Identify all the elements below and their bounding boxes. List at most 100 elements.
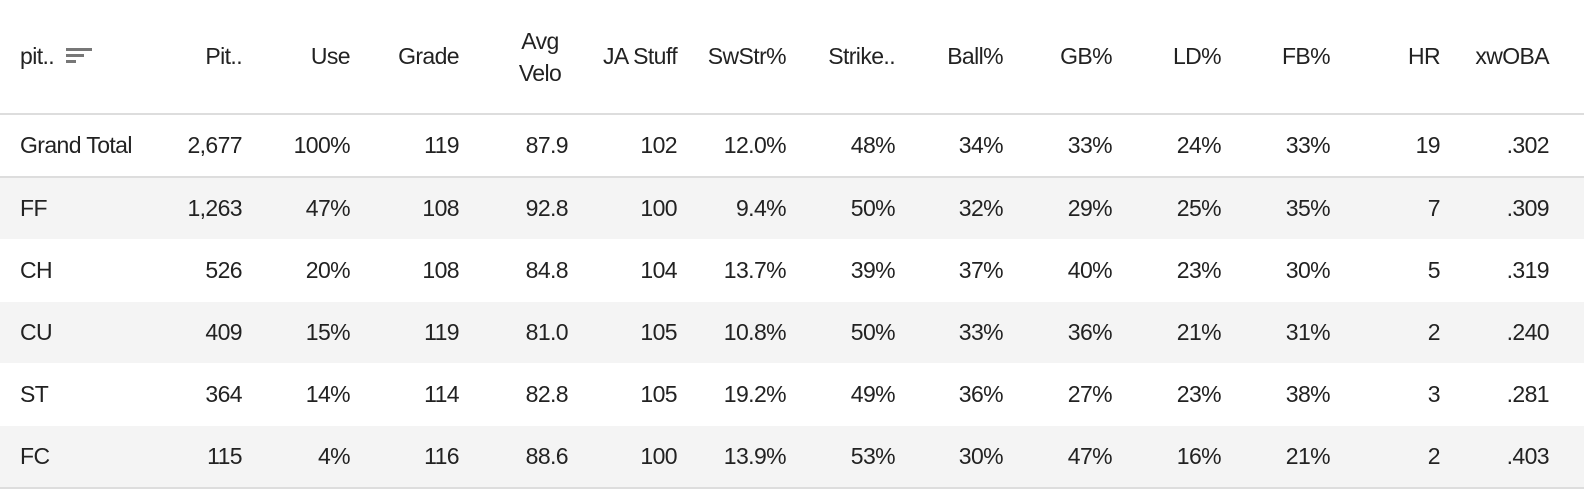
table-cell: 13.7%	[677, 239, 787, 302]
table-cell: 16%	[1112, 425, 1222, 489]
table-cell: 14%	[242, 363, 351, 426]
table-cell: 13.9%	[677, 425, 787, 489]
table-cell: 105	[568, 301, 678, 364]
table-cell: 84.8	[459, 239, 569, 302]
table-cell: 35%	[1221, 177, 1331, 240]
table-row: CU 409 15% 119 81.0 105 10.8% 50% 33% 36% 21% 31% 2.…	[0, 301, 1584, 364]
table-cell: 105	[568, 363, 678, 426]
table-cell: 100%	[242, 114, 351, 178]
header-label: Ball%	[947, 43, 1003, 69]
table-cell: 115	[150, 425, 243, 489]
column-header[interactable]: Use	[242, 0, 351, 115]
table-cell: .302	[1440, 114, 1584, 178]
table-cell: 104	[568, 239, 678, 302]
sort-icon[interactable]	[66, 46, 93, 70]
table-cell: 2	[1330, 425, 1441, 489]
table-cell: 108	[350, 239, 460, 302]
table-cell: 119	[350, 301, 460, 364]
table-cell: 19.2%	[677, 363, 787, 426]
table-cell: 102	[568, 114, 678, 178]
column-header[interactable]: SwStr%	[677, 0, 787, 115]
table-cell: 119	[350, 114, 460, 178]
table-body: Grand Total 2,677 100% 119 87.9 102 12.0% 48% 34…	[0, 114, 1584, 489]
column-header[interactable]: Ball%	[895, 0, 1004, 115]
table-cell: 81.0	[459, 301, 569, 364]
row-label: Grand Total	[0, 114, 150, 178]
table-cell: 37%	[895, 239, 1004, 302]
table-cell: 39%	[786, 239, 896, 302]
table-cell: 19	[1330, 114, 1441, 178]
column-header[interactable]: LD%	[1112, 0, 1222, 115]
table-cell: 32%	[895, 177, 1004, 240]
header-label: pit..	[20, 43, 55, 69]
column-header[interactable]: Grade	[350, 0, 460, 115]
column-header[interactable]: xwOBA	[1440, 0, 1584, 115]
table-cell: 1,263	[150, 177, 243, 240]
table-cell: 409	[150, 301, 243, 364]
header-label: xwOBA	[1475, 43, 1549, 69]
row-label: ST	[0, 363, 150, 426]
table-cell: 53%	[786, 425, 896, 489]
table-cell: 100	[568, 177, 678, 240]
column-header[interactable]: FB%	[1221, 0, 1331, 115]
header-label: Pit..	[205, 43, 242, 69]
table-cell: .240	[1440, 301, 1584, 364]
column-header[interactable]: GB%	[1003, 0, 1113, 115]
table-cell: .281	[1440, 363, 1584, 426]
table-cell: 9.4%	[677, 177, 787, 240]
row-label: FF	[0, 177, 150, 240]
header-label: GB%	[1060, 43, 1112, 69]
table-cell: 30%	[895, 425, 1004, 489]
column-header[interactable]: pit..	[0, 0, 150, 115]
sort-bar	[66, 53, 85, 57]
column-header[interactable]: Pit..	[150, 0, 243, 115]
table-cell: .319	[1440, 239, 1584, 302]
header-label: Strike..	[828, 43, 895, 69]
table-cell: .403	[1440, 425, 1584, 489]
column-header[interactable]: Avg Velo	[459, 0, 568, 115]
table-cell: 24%	[1112, 114, 1222, 178]
table-cell: 49%	[786, 363, 896, 426]
header-label: JA Stuff	[602, 43, 678, 69]
table-cell: 25%	[1112, 177, 1222, 240]
column-header[interactable]: Strike..	[786, 0, 896, 115]
table-cell: 12.0%	[677, 114, 787, 178]
sort-bar	[66, 47, 93, 51]
row-label: CU	[0, 301, 150, 364]
column-header[interactable]: HR	[1330, 0, 1441, 115]
table-cell: 50%	[786, 177, 896, 240]
table-cell: 47%	[242, 177, 351, 240]
table-cell: 21%	[1221, 425, 1331, 489]
header-label: Use	[310, 43, 351, 69]
table-cell: 2,677	[150, 114, 243, 178]
header-label: FB%	[1281, 43, 1331, 69]
table-cell: 50%	[786, 301, 896, 364]
column-header[interactable]: JA Stuff	[568, 0, 678, 115]
table-cell: 30%	[1221, 239, 1331, 302]
table-cell: 27%	[1003, 363, 1113, 426]
table-row: ST 364 14% 114 82.8 105 19.2% 49% 36% 27% 23% 38% 3.…	[0, 363, 1584, 426]
table-row: FF 1,263 47% 108 92.8 100 9.4% 50% 32% 29% 25% 35% 7…	[0, 177, 1584, 240]
table-cell: 23%	[1112, 363, 1222, 426]
table-cell: 23%	[1112, 239, 1222, 302]
table-cell: 108	[350, 177, 460, 240]
header-label: LD%	[1172, 43, 1222, 69]
table-cell: 47%	[1003, 425, 1113, 489]
table-cell: 36%	[895, 363, 1004, 426]
table-cell: 33%	[1003, 114, 1113, 178]
table-cell: .309	[1440, 177, 1584, 240]
table-cell: 88.6	[459, 425, 569, 489]
table-row: Grand Total 2,677 100% 119 87.9 102 12.0% 48% 34…	[0, 114, 1584, 178]
table-cell: 116	[350, 425, 460, 489]
table-cell: 15%	[242, 301, 351, 364]
table-cell: 526	[150, 239, 243, 302]
table-cell: 36%	[1003, 301, 1113, 364]
row-label: FC	[0, 425, 150, 489]
table-cell: 114	[350, 363, 460, 426]
table-cell: 34%	[895, 114, 1004, 178]
table-cell: 33%	[1221, 114, 1331, 178]
table-cell: 3	[1330, 363, 1441, 426]
table-cell: 5	[1330, 239, 1441, 302]
table-row: CH 526 20% 108 84.8 104 13.7% 39% 37% 40% 23% 30% 5.…	[0, 239, 1584, 302]
